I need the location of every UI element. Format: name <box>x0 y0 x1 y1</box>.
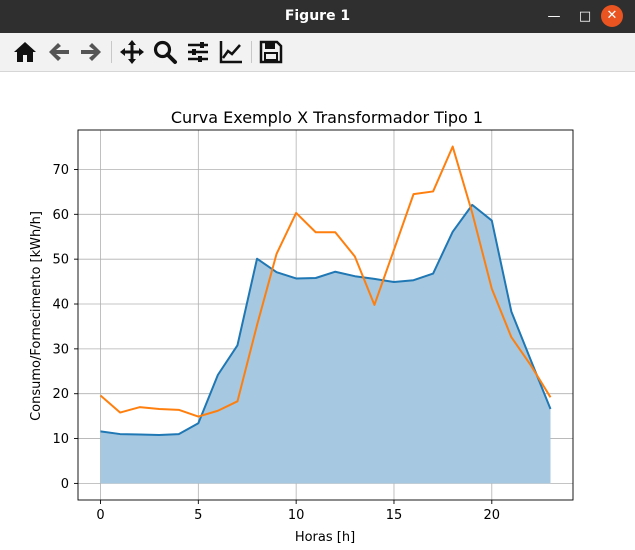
y-tick-label: 20 <box>52 387 69 402</box>
window-titlebar: Figure 1 — □ ✕ <box>0 0 635 33</box>
back-arrow-icon[interactable] <box>44 37 74 67</box>
zoom-icon[interactable] <box>150 37 180 67</box>
toolbar-separator <box>111 41 112 63</box>
area-fill-series-1 <box>100 204 551 484</box>
forward-arrow-icon[interactable] <box>76 37 106 67</box>
x-tick-label: 20 <box>484 508 501 523</box>
y-ticks: 0 10 20 30 40 50 60 70 <box>52 163 78 492</box>
minimize-button[interactable]: — <box>547 9 561 24</box>
axes-border <box>77 129 574 501</box>
axes-frame <box>77 129 574 501</box>
y-tick-label: 40 <box>52 298 69 313</box>
area-fill <box>100 204 551 484</box>
x-tick-label: 0 <box>96 508 104 523</box>
pan-icon[interactable] <box>117 37 147 67</box>
chart-title: Curva Exemplo X Transformador Tipo 1 <box>171 108 483 127</box>
y-tick-label: 30 <box>52 342 69 357</box>
x-ticks: 0 5 10 15 20 <box>96 500 500 523</box>
navigation-toolbar <box>0 33 635 72</box>
series-line-2 <box>99 145 552 418</box>
series-line-1 <box>100 203 552 436</box>
y-tick-label: 10 <box>52 432 69 447</box>
x-axis-label: Horas [h] <box>295 530 355 545</box>
y-tick-label: 0 <box>61 477 69 492</box>
close-button[interactable]: ✕ <box>601 5 623 27</box>
series-lines <box>99 145 552 436</box>
edit-axis-icon[interactable] <box>216 37 246 67</box>
y-tick-label: 50 <box>52 253 69 268</box>
home-icon[interactable] <box>10 37 40 67</box>
x-tick-label: 15 <box>386 508 403 523</box>
y-tick-label: 70 <box>52 163 69 178</box>
maximize-button[interactable]: □ <box>578 9 592 24</box>
save-icon[interactable] <box>256 37 286 67</box>
x-tick-label: 5 <box>194 508 202 523</box>
toolbar-separator <box>251 41 252 63</box>
chart-figure: 0 5 10 15 20 0 10 20 30 40 50 60 70 Curva Exemplo X… <box>29 108 574 545</box>
y-axis-label: Consumo/Fornecimento [kWh/h] <box>29 211 44 421</box>
configure-subplots-icon[interactable] <box>183 37 213 67</box>
y-tick-label: 60 <box>52 208 69 223</box>
x-tick-label: 10 <box>288 508 305 523</box>
window-title: Figure 1 <box>284 8 351 24</box>
